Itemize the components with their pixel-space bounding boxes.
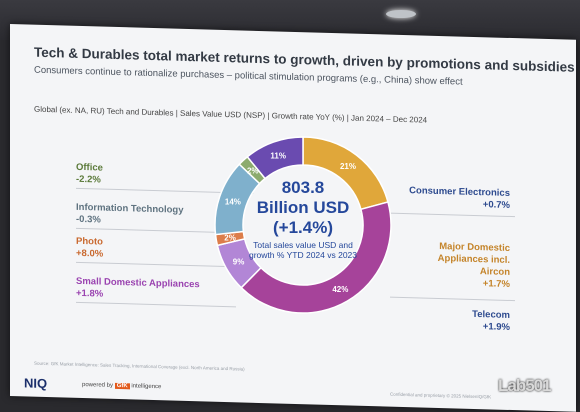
donut-slice-telecom <box>246 136 304 180</box>
donut-center-total: 803.8 Billion USD (+1.4%) <box>243 178 363 238</box>
label-photo-growth: +8.0% <box>76 247 104 260</box>
donut-slice-major-domestic-appliances-incl-aircon <box>240 201 392 314</box>
donut-center-note: Total sales value USD and growth % YTD 2… <box>248 240 358 260</box>
donut-pct-consumer-electronics: 21% <box>340 162 356 171</box>
powered-by: powered by GfK intelligence <box>82 382 161 390</box>
powered-by-text: powered by <box>82 382 114 389</box>
footer-confidential: Confidential and proprietary © 2025 Niel… <box>390 391 492 400</box>
donut-pct-small-domestic-appliances: 9% <box>233 257 245 266</box>
donut-pct-photo: 2% <box>224 234 236 243</box>
label-major-domestic-appliances: Major Domestic Appliances incl. Aircon +… <box>410 240 510 291</box>
label-mda-name: Major Domestic Appliances incl. Aircon <box>437 240 510 278</box>
divider-it <box>76 227 236 234</box>
intelligence-text: intelligence <box>131 383 162 391</box>
label-consumer-electronics: Consumer Electronics +0.7% <box>390 185 510 212</box>
total-unit: Billion USD <box>256 198 350 217</box>
label-office: Office -2.2% <box>76 162 103 187</box>
label-office-name: Office <box>76 161 103 174</box>
watermark-logo: Lab501 <box>498 376 552 395</box>
divider-mda <box>390 296 515 302</box>
label-office-growth: -2.2% <box>76 173 101 186</box>
total-growth: (+1.4%) <box>273 218 333 237</box>
donut-pct-major-domestic-appliances-incl-aircon: 42% <box>332 285 348 294</box>
label-information-technology: Information Technology -0.3% <box>76 202 184 229</box>
chart-context: Global (ex. NA, RU) Tech and Durables | … <box>34 104 428 125</box>
label-telecom-growth: +1.9% <box>482 321 510 333</box>
donut-pct-telecom: 11% <box>270 151 286 160</box>
source-note: Source: GfK Market Intelligence: Sales T… <box>34 360 245 372</box>
label-photo: Photo +8.0% <box>76 236 103 261</box>
donut-pct-information-technology: 14% <box>225 197 241 206</box>
divider-photo <box>76 261 226 268</box>
divider-sda <box>76 301 236 308</box>
label-ce-growth: +0.7% <box>482 199 510 211</box>
niq-logo: NIQ <box>24 375 48 392</box>
total-value: 803.8 <box>281 178 325 197</box>
donut-pct-office: 2% <box>247 167 259 176</box>
label-photo-name: Photo <box>76 235 103 248</box>
gfk-logo: GfK <box>114 382 130 390</box>
ceiling-light <box>386 10 416 18</box>
donut-chart: 21% 42% 9% 2% 14% 2% 11% <box>214 136 392 314</box>
label-mda-growth: +1.7% <box>482 278 510 290</box>
donut-hole <box>244 166 362 284</box>
label-telecom: Telecom +1.9% <box>430 308 510 334</box>
label-small-domestic-appliances: Small Domestic Appliances +1.8% <box>76 276 200 303</box>
